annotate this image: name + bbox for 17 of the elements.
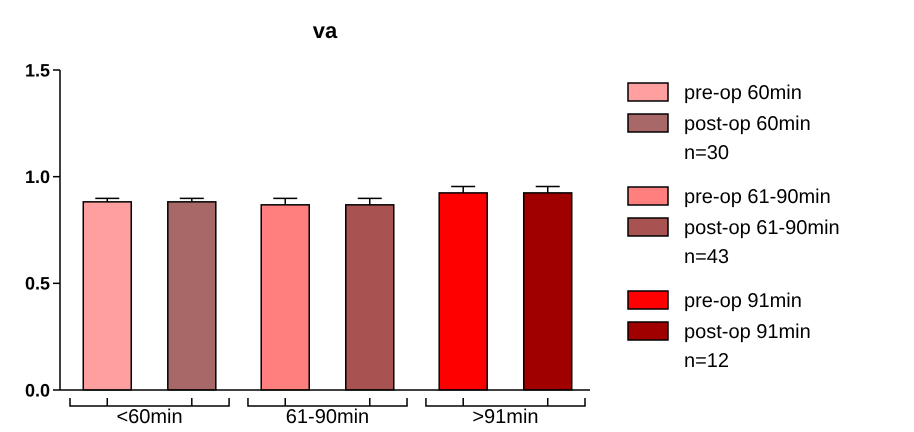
legend-label: pre-op 60min [684, 82, 802, 104]
chart-title: va [312, 18, 338, 43]
x-tick-label: 61-90min [286, 406, 370, 428]
text: n=43 [684, 246, 730, 268]
text: n=12 [684, 350, 730, 372]
legend-label: post-op 61-90min [684, 217, 840, 239]
legend-label: pre-op 61-90min [684, 186, 831, 208]
x-tick-label: <60min [116, 406, 183, 428]
legend-label: pre-op 91min [684, 290, 802, 312]
y-tick-label: 0.5 [24, 274, 50, 294]
legend-label: post-op 91min [684, 321, 811, 343]
legend-label: post-op 60min [684, 113, 811, 135]
y-tick-label: 1.5 [24, 60, 50, 80]
text: n=30 [684, 142, 730, 164]
y-tick-label: 0.0 [24, 380, 50, 400]
y-tick-label: 1.0 [24, 166, 50, 187]
x-tick-label: >91min [472, 406, 539, 428]
